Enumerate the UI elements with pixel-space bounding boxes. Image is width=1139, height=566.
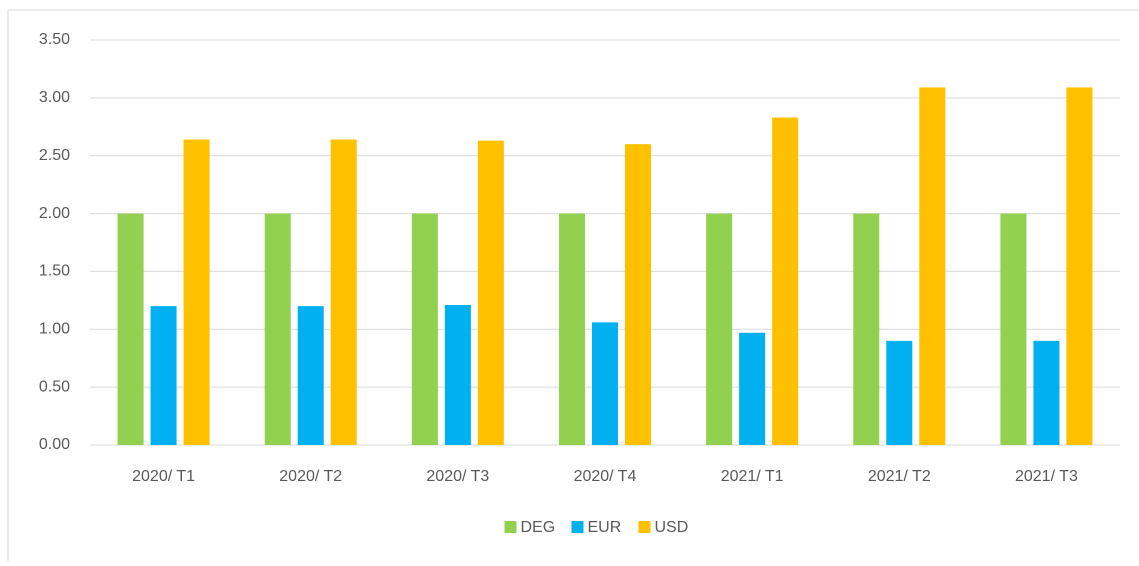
y-tick-label: 2.50 bbox=[39, 147, 70, 164]
bar bbox=[1066, 87, 1093, 445]
y-tick-label: 1.50 bbox=[39, 263, 70, 280]
legend-swatch bbox=[638, 521, 651, 533]
x-tick-label: 2020/ T4 bbox=[574, 468, 637, 485]
bar bbox=[330, 139, 357, 445]
y-tick-label: 3.50 bbox=[39, 31, 70, 48]
bar bbox=[625, 144, 651, 445]
bar bbox=[559, 213, 585, 445]
y-tick-label: 0.00 bbox=[39, 436, 70, 453]
y-tick-label: 1.00 bbox=[39, 321, 70, 338]
legend-label: DEG bbox=[521, 519, 556, 536]
x-tick-label: 2021/ T3 bbox=[1015, 468, 1078, 485]
y-tick-label: 3.00 bbox=[39, 89, 70, 106]
legend-swatch bbox=[571, 521, 584, 533]
bar bbox=[592, 322, 618, 445]
bar bbox=[1000, 213, 1027, 445]
chart-border bbox=[7, 9, 1139, 561]
x-tick-label: 2021/ T1 bbox=[721, 468, 784, 485]
x-tick-label: 2020/ T1 bbox=[132, 468, 195, 485]
bar bbox=[297, 306, 324, 445]
bar bbox=[477, 140, 504, 445]
y-tick-label: 0.50 bbox=[39, 378, 70, 395]
bar bbox=[183, 139, 210, 445]
bar bbox=[117, 213, 144, 445]
bar bbox=[772, 117, 799, 446]
bar bbox=[739, 332, 766, 445]
bar bbox=[886, 340, 913, 445]
bar bbox=[706, 213, 733, 445]
y-tick-label: 2.00 bbox=[39, 205, 70, 222]
legend-swatch bbox=[504, 521, 517, 533]
bar bbox=[919, 87, 946, 445]
legend-label: USD bbox=[655, 519, 689, 536]
bar bbox=[150, 306, 177, 445]
x-tick-label: 2021/ T2 bbox=[868, 468, 931, 485]
x-tick-label: 2020/ T2 bbox=[279, 468, 342, 485]
bar bbox=[411, 213, 438, 445]
bar bbox=[853, 213, 880, 445]
bar bbox=[264, 213, 291, 445]
x-tick-label: 2020/ T3 bbox=[426, 468, 489, 485]
bar bbox=[444, 304, 471, 445]
bar bbox=[1033, 340, 1060, 445]
legend-label: EUR bbox=[588, 519, 622, 536]
